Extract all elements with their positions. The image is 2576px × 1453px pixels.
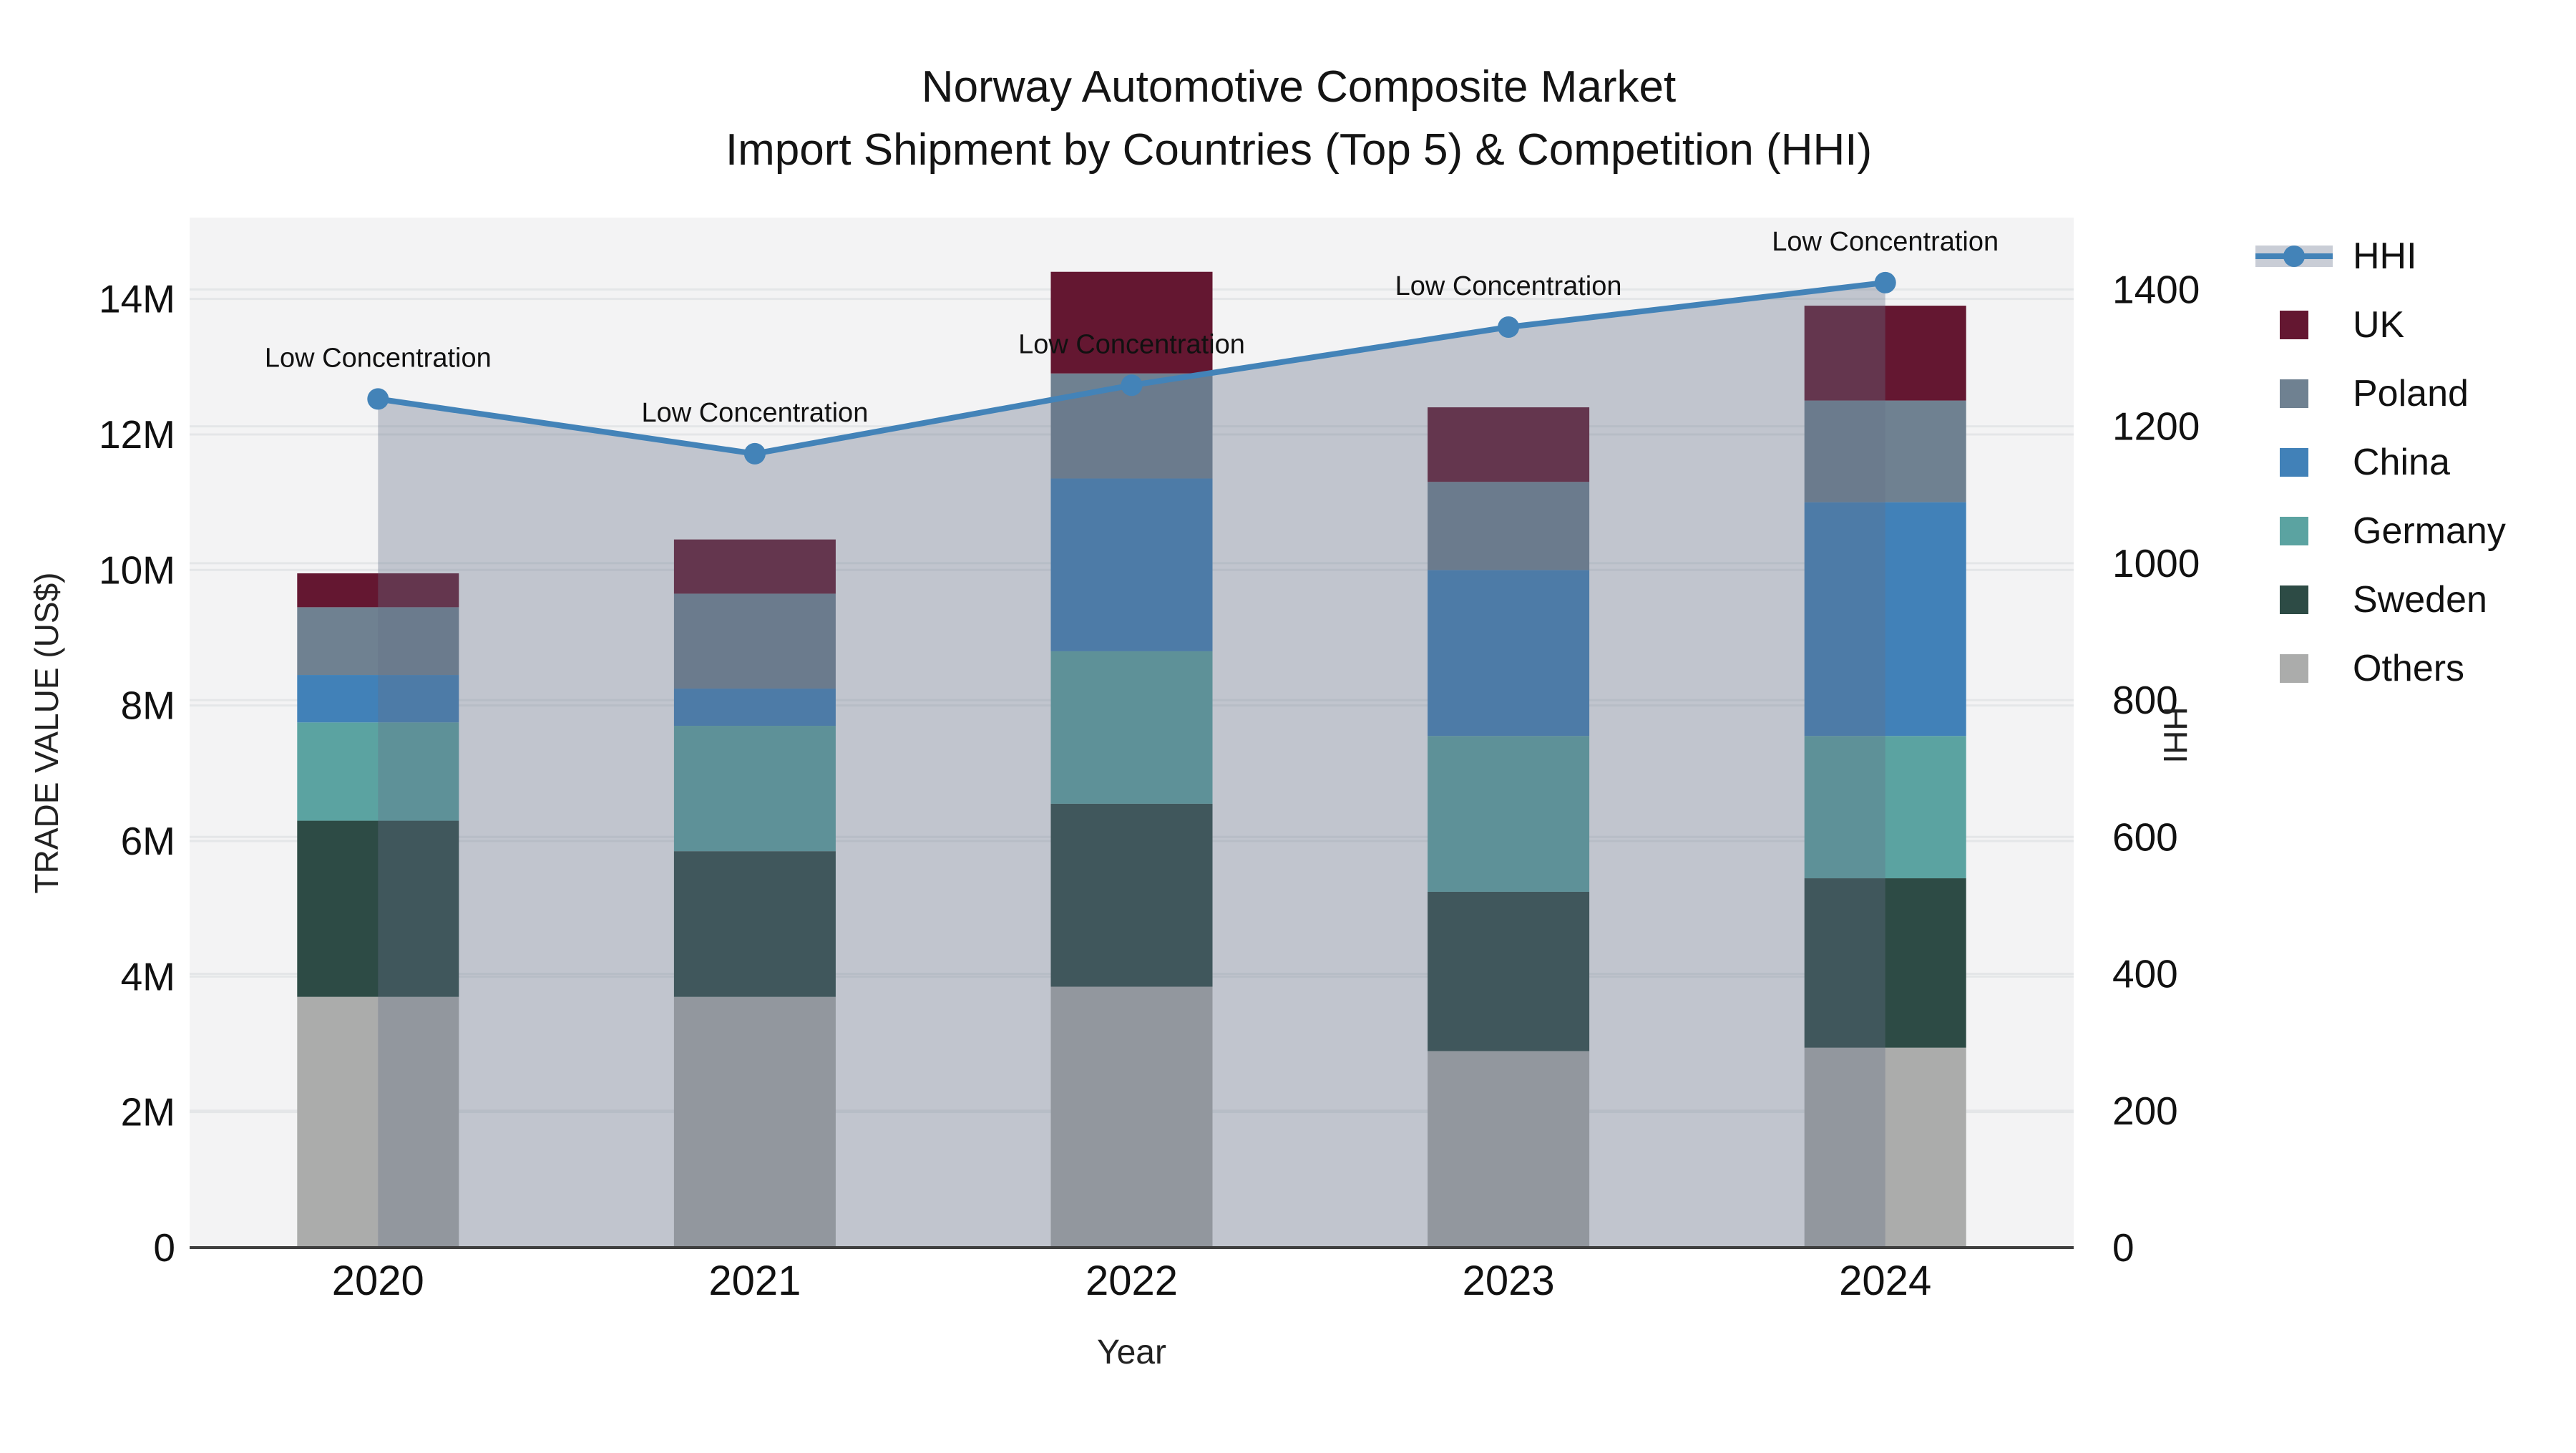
hhi-line-swatch-icon xyxy=(2254,246,2334,267)
x-axis-title: Year xyxy=(1097,1333,1166,1371)
bar-segment-sweden[interactable] xyxy=(297,820,459,997)
y-left-tick: 8M xyxy=(121,684,175,728)
legend-swatch-icon xyxy=(2254,379,2334,408)
bar-segment-poland[interactable] xyxy=(297,607,459,676)
hhi-point-2021[interactable] xyxy=(743,442,766,465)
bar-segment-uk[interactable] xyxy=(1428,407,1590,482)
bar-segment-uk[interactable] xyxy=(1804,306,1966,401)
bar-segment-germany[interactable] xyxy=(1804,736,1966,879)
bar-segment-others[interactable] xyxy=(673,996,836,1248)
hhi-point-2020[interactable] xyxy=(367,388,389,410)
x-tick-2021[interactable]: 2021 xyxy=(708,1258,801,1304)
y-axis-title-left: TRADE VALUE (US$) xyxy=(28,572,65,894)
chart-title-line1: Norway Automotive Composite Market xyxy=(921,62,1677,112)
y-left-tick: 6M xyxy=(121,819,175,863)
y-left-tick: 2M xyxy=(121,1090,175,1134)
x-tick-2022[interactable]: 2022 xyxy=(1085,1258,1178,1304)
y-left-tick: 4M xyxy=(121,954,175,998)
annotation-2020: Low Concentration xyxy=(265,343,492,373)
y-left-tick: 10M xyxy=(99,548,175,592)
bar-segment-germany[interactable] xyxy=(673,726,836,852)
bar-segment-sweden[interactable] xyxy=(1050,803,1213,987)
legend-label: Poland xyxy=(2353,373,2469,414)
bar-segment-uk[interactable] xyxy=(673,539,836,594)
bar-segment-poland[interactable] xyxy=(673,593,836,689)
bar-segment-sweden[interactable] xyxy=(1804,878,1966,1048)
legend-label: Germany xyxy=(2353,510,2506,552)
legend-item-hhi[interactable]: HHI xyxy=(2254,235,2506,277)
annotation-2021: Low Concentration xyxy=(641,398,868,428)
x-tick-2024[interactable]: 2024 xyxy=(1839,1258,1931,1304)
legend-item-uk[interactable]: UK xyxy=(2254,304,2506,346)
y-right-tick: 0 xyxy=(2112,1225,2135,1270)
annotation-2023: Low Concentration xyxy=(1395,271,1622,301)
legend: HHI UK Poland China Germany Sweden Others xyxy=(2254,235,2506,689)
legend-item-germany[interactable]: Germany xyxy=(2254,510,2506,552)
legend-label: China xyxy=(2353,442,2450,483)
legend-swatch-icon xyxy=(2254,517,2334,545)
bar-segment-poland[interactable] xyxy=(1428,482,1590,570)
bar-segment-china[interactable] xyxy=(673,688,836,726)
y-right-tick: 800 xyxy=(2112,678,2178,722)
y-right-tick: 1200 xyxy=(2112,404,2200,449)
legend-label: HHI xyxy=(2353,235,2417,277)
hhi-point-2024[interactable] xyxy=(1874,271,1896,293)
y-left-tick: 12M xyxy=(99,412,175,457)
bar-segment-germany[interactable] xyxy=(297,722,459,821)
y-right-tick: 600 xyxy=(2112,815,2178,859)
y-right-tick: 1400 xyxy=(2112,267,2200,311)
y-left-tick: 14M xyxy=(99,277,175,321)
y-right-tick: 1000 xyxy=(2112,541,2200,585)
bar-segment-others[interactable] xyxy=(1804,1047,1966,1248)
legend-item-sweden[interactable]: Sweden xyxy=(2254,579,2506,621)
hhi-area-fill xyxy=(378,282,1885,1248)
x-tick-2023[interactable]: 2023 xyxy=(1463,1258,1555,1304)
hhi-point-2022[interactable] xyxy=(1121,374,1143,397)
legend-item-others[interactable]: Others xyxy=(2254,648,2506,689)
legend-item-poland[interactable]: Poland xyxy=(2254,373,2506,414)
bar-segment-sweden[interactable] xyxy=(1428,891,1590,1051)
bar-segment-germany[interactable] xyxy=(1428,736,1590,892)
bar-segment-china[interactable] xyxy=(1804,502,1966,737)
legend-swatch-icon xyxy=(2254,311,2334,339)
bar-segment-sweden[interactable] xyxy=(673,851,836,997)
bar-segment-germany[interactable] xyxy=(1050,651,1213,804)
bar-segment-uk[interactable] xyxy=(297,573,459,608)
y-axis-title-right: HHI xyxy=(2157,706,2194,764)
annotation-2024: Low Concentration xyxy=(1772,227,1999,257)
bar-segment-uk[interactable] xyxy=(1050,271,1213,374)
bar-segment-china[interactable] xyxy=(1050,478,1213,651)
chart-title: Norway Automotive Composite Market Impor… xyxy=(190,56,2408,182)
legend-item-china[interactable]: China xyxy=(2254,442,2506,483)
hhi-point-2023[interactable] xyxy=(1498,316,1520,338)
legend-swatch-icon xyxy=(2254,585,2334,614)
legend-label: UK xyxy=(2353,304,2405,346)
bar-segment-others[interactable] xyxy=(297,996,459,1248)
legend-label: Sweden xyxy=(2353,579,2487,621)
annotation-2022: Low Concentration xyxy=(1018,329,1245,359)
bar-segment-poland[interactable] xyxy=(1804,400,1966,502)
legend-label: Others xyxy=(2353,648,2465,689)
x-tick-2020[interactable]: 2020 xyxy=(332,1258,424,1304)
y-right-tick: 200 xyxy=(2112,1089,2178,1133)
legend-swatch-icon xyxy=(2254,654,2334,683)
legend-swatch-icon xyxy=(2254,448,2334,477)
bar-segment-china[interactable] xyxy=(297,675,459,723)
bar-segment-others[interactable] xyxy=(1050,986,1213,1248)
chart-title-line2: Import Shipment by Countries (Top 5) & C… xyxy=(725,125,1873,175)
bar-segment-others[interactable] xyxy=(1428,1051,1590,1248)
bar-segment-china[interactable] xyxy=(1428,570,1590,737)
y-left-tick: 0 xyxy=(153,1225,175,1270)
y-right-tick: 400 xyxy=(2112,952,2178,996)
